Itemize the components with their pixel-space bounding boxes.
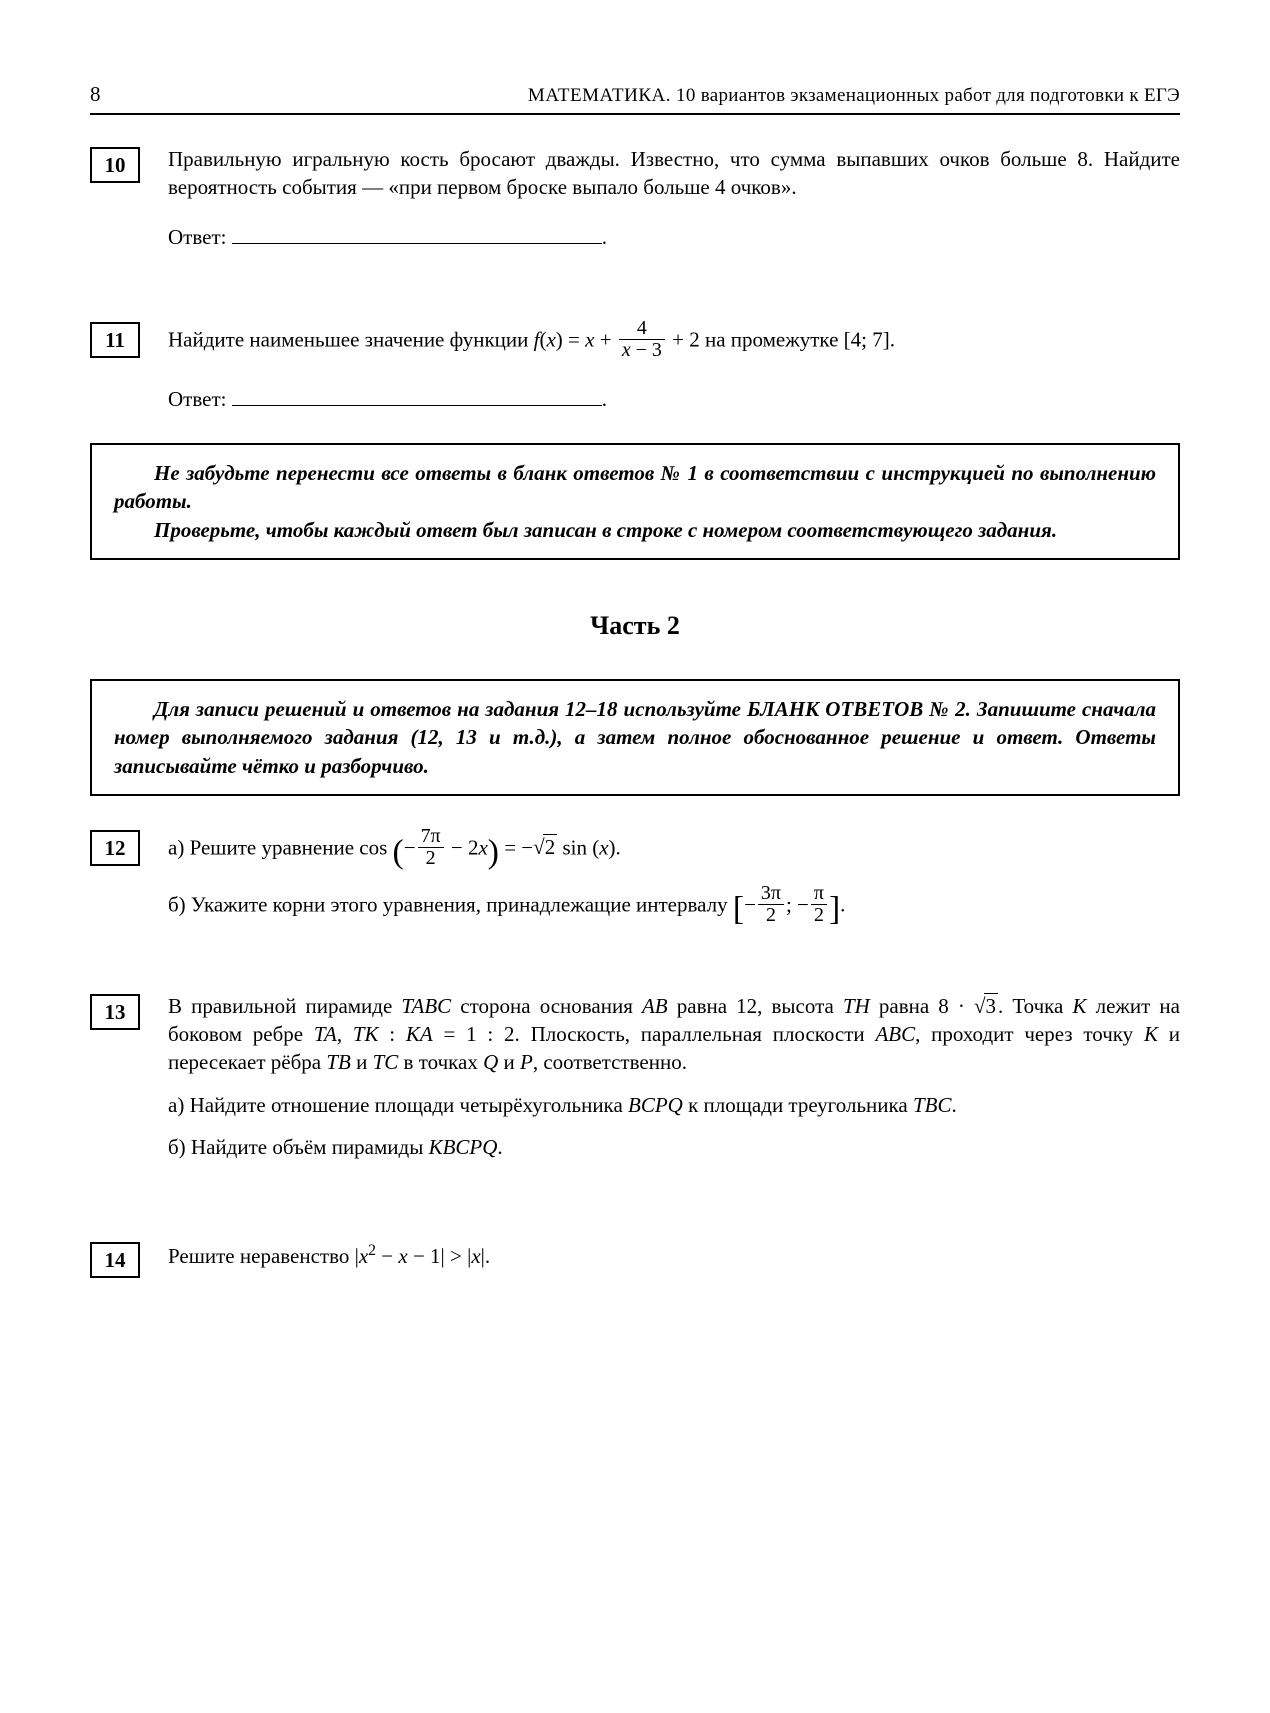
section-2-title: Часть 2 bbox=[90, 608, 1180, 643]
problem-13: 13 В правильной пирамиде TABC сторона ос… bbox=[90, 992, 1180, 1162]
header-caps: МАТЕМАТИКА. bbox=[528, 85, 671, 106]
answer-line: Ответ: . bbox=[168, 223, 1180, 251]
notice2-p1: Для записи решений и ответов на задания … bbox=[114, 695, 1156, 780]
problem-body: В правильной пирамиде TABC сторона основ… bbox=[168, 992, 1180, 1162]
sqrt: √2 bbox=[533, 833, 557, 861]
problem-text: Правильную игральную кость бросают дважд… bbox=[168, 145, 1180, 202]
problem-body: Решите неравенство |x2 − x − 1| > |x|. bbox=[168, 1240, 1180, 1270]
page-number: 8 bbox=[90, 80, 101, 108]
page-header: 8 МАТЕМАТИКА. 10 вариантов экзаменационн… bbox=[90, 80, 1180, 115]
problem-body: Правильную игральную кость бросают дважд… bbox=[168, 145, 1180, 252]
problem-14: 14 Решите неравенство |x2 − x − 1| > |x|… bbox=[90, 1240, 1180, 1278]
fraction: π2 bbox=[811, 883, 827, 926]
problem-number: 10 bbox=[90, 147, 140, 183]
notice-p2: Проверьте, чтобы каждый ответ был записа… bbox=[114, 516, 1156, 544]
fraction: 7π2 bbox=[418, 826, 444, 869]
problem-body: Найдите наименьшее значение функции f(x)… bbox=[168, 320, 1180, 413]
answer-line: Ответ: . bbox=[168, 385, 1180, 413]
answer-blank bbox=[232, 405, 602, 406]
answer-label: Ответ: bbox=[168, 387, 232, 411]
problem-12a: а) Решите уравнение cos (−7π2 − 2x) = −√… bbox=[168, 828, 1180, 871]
fraction: 4x − 3 bbox=[619, 318, 665, 361]
problem-12: 12 а) Решите уравнение cos (−7π2 − 2x) =… bbox=[90, 828, 1180, 928]
problem-number: 11 bbox=[90, 322, 140, 358]
problem-11: 11 Найдите наименьшее значение функции f… bbox=[90, 320, 1180, 413]
fraction: 3π2 bbox=[758, 883, 784, 926]
header-rest: 10 вариантов экзаменационных работ для п… bbox=[671, 85, 1180, 106]
problem-10: 10 Правильную игральную кость бросают дв… bbox=[90, 145, 1180, 252]
problem-13b: б) Найдите объём пирамиды KBCPQ. bbox=[168, 1133, 1180, 1161]
problem-text: Найдите наименьшее значение функции f(x)… bbox=[168, 320, 1180, 363]
problem-number: 14 bbox=[90, 1242, 140, 1278]
problem-body: а) Решите уравнение cos (−7π2 − 2x) = −√… bbox=[168, 828, 1180, 928]
problem-number: 13 bbox=[90, 994, 140, 1030]
problem-13a: а) Найдите отношение площади четырёхугол… bbox=[168, 1091, 1180, 1119]
answer-label: Ответ: bbox=[168, 225, 232, 249]
header-title: МАТЕМАТИКА. 10 вариантов экзаменационных… bbox=[528, 83, 1180, 109]
notice-box-1: Не забудьте перенести все ответы в бланк… bbox=[90, 443, 1180, 560]
problem-number: 12 bbox=[90, 830, 140, 866]
sqrt: √3 bbox=[974, 992, 998, 1020]
notice-p1: Не забудьте перенести все ответы в бланк… bbox=[114, 459, 1156, 516]
notice-box-2: Для записи решений и ответов на задания … bbox=[90, 679, 1180, 796]
answer-blank bbox=[232, 243, 602, 244]
problem-13-intro: В правильной пирамиде TABC сторона основ… bbox=[168, 992, 1180, 1077]
problem-12b: б) Укажите корни этого уравнения, принад… bbox=[168, 885, 1180, 928]
